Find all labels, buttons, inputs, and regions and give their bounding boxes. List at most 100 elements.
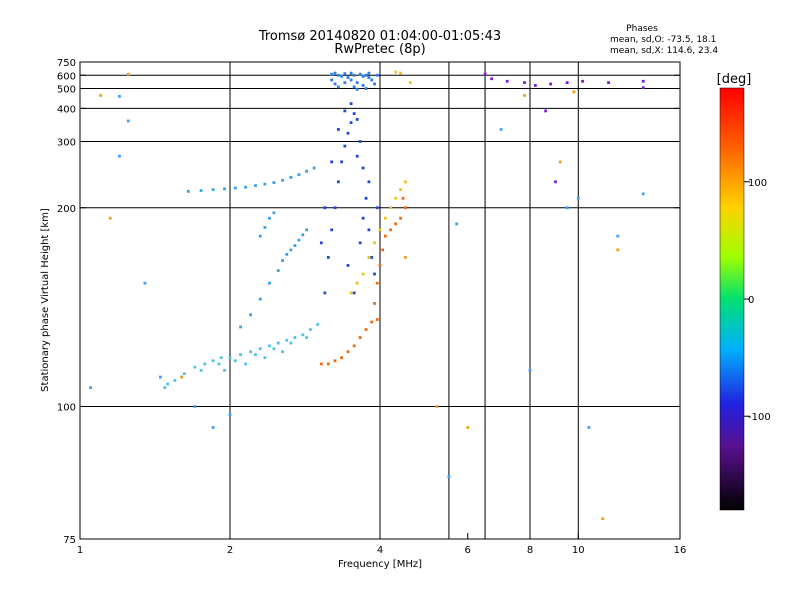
stats-line-o: mean, sd,O: -73.5, 18.1 xyxy=(610,35,716,45)
data-point xyxy=(211,426,215,429)
data-point xyxy=(375,206,379,210)
data-point xyxy=(217,362,221,366)
data-point xyxy=(340,356,344,360)
x-tick-label: 1 xyxy=(77,545,83,556)
data-point xyxy=(326,256,330,259)
data-point xyxy=(244,185,248,189)
data-point xyxy=(285,252,289,256)
colorbar-label: [deg] xyxy=(717,72,752,87)
data-point xyxy=(263,226,267,229)
data-point xyxy=(108,216,112,220)
data-point xyxy=(305,336,309,339)
data-point xyxy=(223,187,226,191)
colorbar-tick-label: 0 xyxy=(748,295,754,306)
data-point xyxy=(336,128,340,131)
data-point xyxy=(293,244,297,248)
data-point xyxy=(305,169,309,173)
data-point xyxy=(383,216,387,220)
data-point xyxy=(355,118,359,121)
data-point xyxy=(333,71,337,75)
data-point xyxy=(352,112,356,116)
data-point xyxy=(435,405,439,408)
data-point xyxy=(346,131,350,135)
stats-line-x: mean, sd,X: 114.6, 23.4 xyxy=(610,46,718,56)
colorbar-tick-label: 100 xyxy=(748,178,767,189)
data-point xyxy=(375,318,379,321)
data-point xyxy=(367,180,371,184)
data-point xyxy=(367,228,371,232)
y-tick-label: 750 xyxy=(57,58,76,69)
data-point xyxy=(349,71,353,75)
data-point xyxy=(186,189,190,193)
data-point xyxy=(361,166,365,170)
data-point xyxy=(641,86,645,90)
data-point xyxy=(565,206,569,210)
data-point xyxy=(576,196,580,200)
data-point xyxy=(203,362,207,366)
data-point xyxy=(355,81,359,85)
data-point xyxy=(528,368,532,372)
data-point xyxy=(346,76,350,79)
data-point xyxy=(361,84,365,87)
data-point xyxy=(349,291,353,295)
data-point xyxy=(340,74,344,78)
data-point xyxy=(505,79,509,83)
data-point xyxy=(361,74,365,78)
data-point xyxy=(483,72,487,76)
data-point xyxy=(355,281,359,285)
data-point xyxy=(309,328,312,331)
data-point xyxy=(394,222,398,226)
data-point xyxy=(389,206,392,210)
data-point xyxy=(352,85,356,89)
data-point xyxy=(301,233,305,237)
data-point xyxy=(544,109,548,113)
data-point xyxy=(404,180,407,184)
data-point xyxy=(268,281,271,285)
data-point xyxy=(533,84,537,87)
data-point xyxy=(254,184,257,188)
data-point xyxy=(358,336,362,339)
data-point xyxy=(399,71,403,75)
data-point xyxy=(228,356,232,360)
data-point xyxy=(281,259,284,262)
data-point xyxy=(143,281,147,285)
data-point xyxy=(330,78,334,82)
data-point xyxy=(211,359,215,363)
data-point xyxy=(272,347,276,351)
data-point xyxy=(343,144,347,148)
stats-heading: Phases xyxy=(626,24,658,34)
data-point xyxy=(276,269,280,272)
data-point xyxy=(375,281,379,285)
data-point xyxy=(370,256,374,259)
data-point xyxy=(297,173,301,177)
y-tick-label: 200 xyxy=(57,204,76,215)
axis-ticks: 1 2 4 6 8 10 16 75 100 200 300 400 500 600 750 xyxy=(57,58,686,556)
x-tick-label: 6 xyxy=(465,545,471,556)
data-point xyxy=(364,328,368,331)
data-point xyxy=(404,256,407,259)
data-point xyxy=(399,216,403,220)
data-point xyxy=(336,73,340,77)
data-point xyxy=(358,241,362,245)
data-point xyxy=(263,182,267,186)
data-point xyxy=(394,70,398,74)
data-point xyxy=(581,79,584,83)
data-point xyxy=(447,475,451,479)
data-point xyxy=(616,248,620,252)
data-point xyxy=(258,234,262,238)
data-point xyxy=(381,248,385,252)
data-point xyxy=(572,90,576,94)
data-point xyxy=(641,79,645,83)
data-point xyxy=(126,72,130,76)
data-point xyxy=(219,356,223,360)
data-point xyxy=(301,333,305,337)
data-point xyxy=(346,264,350,267)
data-point xyxy=(401,196,405,200)
data-point xyxy=(211,188,215,192)
data-point xyxy=(523,94,526,97)
data-point xyxy=(349,121,353,124)
data-point xyxy=(367,256,371,259)
data-point xyxy=(355,154,359,158)
data-point xyxy=(373,241,376,245)
